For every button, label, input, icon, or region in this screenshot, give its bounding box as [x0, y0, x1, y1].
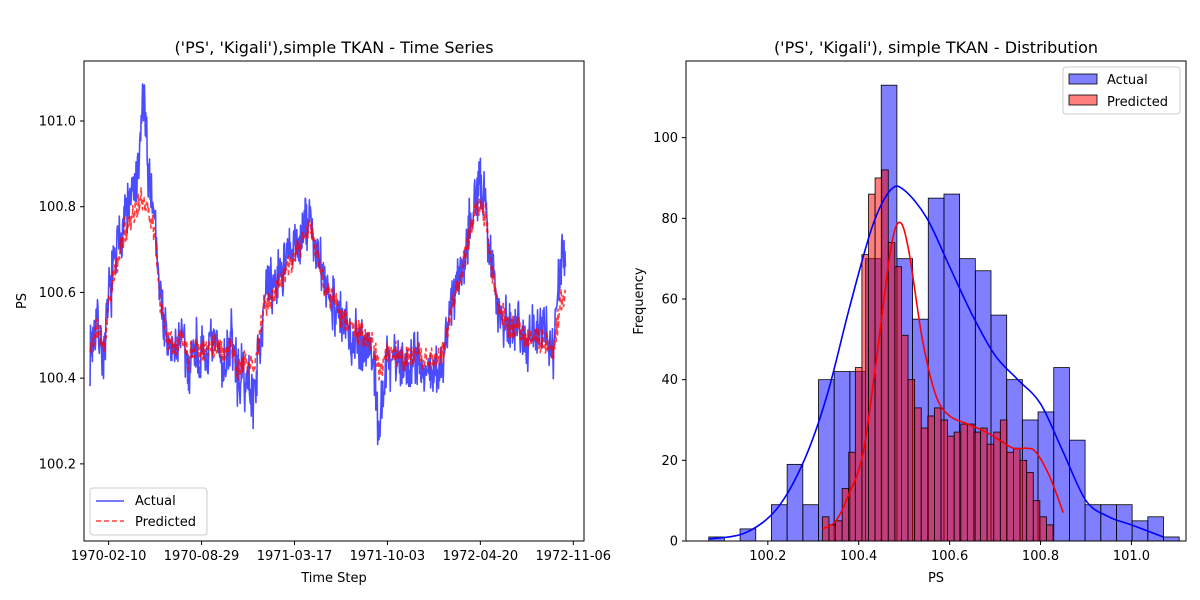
x-tick-label: 1971-03-17 [257, 549, 333, 564]
predicted-bar [947, 435, 955, 542]
time-series-y-ticks: 100.2 100.4 100.6 100.8 101.0 [39, 115, 84, 472]
predicted-bar [1006, 451, 1014, 542]
actual-bar [1100, 504, 1117, 542]
predicted-bar [1026, 472, 1034, 542]
distribution-y-label: Frequency [632, 267, 647, 334]
time-series-axes-frame [83, 60, 585, 542]
x-tick-label: 1970-08-29 [164, 549, 240, 564]
predicted-bar [920, 427, 929, 542]
predicted-bar [973, 431, 981, 542]
time-series-panel: ('PS', 'Kigali'),simple TKAN - Time Seri… [15, 38, 611, 586]
distribution-x-label: PS [928, 571, 944, 586]
predicted-bar [887, 242, 896, 542]
predicted-bar [993, 431, 1001, 542]
time-series-x-ticks: 1970-02-10 1970-08-29 1971-03-17 1971-10-03… [71, 541, 611, 564]
predicted-bar [980, 427, 988, 542]
y-tick-label: 100 [653, 131, 678, 146]
actual-bar [802, 504, 819, 542]
predicted-bar [894, 266, 902, 542]
predicted-bar [940, 419, 948, 542]
legend-actual-patch [1068, 73, 1098, 85]
actual-bar [1084, 504, 1102, 542]
predicted-bar [1046, 524, 1054, 542]
predicted-bar [868, 193, 876, 542]
predicted-bar [907, 379, 916, 542]
distribution-title: ('PS', 'Kigali'), simple TKAN - Distribu… [774, 38, 1098, 57]
predicted-bar [861, 254, 869, 542]
predicted-bar [953, 431, 962, 542]
predicted-bar [854, 367, 863, 542]
legend-predicted-patch [1068, 94, 1098, 106]
x-tick-label: 1972-11-06 [536, 549, 612, 564]
actual-bar [1069, 439, 1086, 542]
actual-kde-curve [708, 185, 1164, 540]
y-tick-label: 60 [661, 292, 678, 307]
x-tick-label: 100.6 [931, 549, 968, 564]
predicted-bar [881, 169, 889, 542]
distribution-axes-frame [685, 60, 1187, 542]
legend-predicted-label: Predicted [135, 515, 196, 530]
predicted-bar [1032, 500, 1041, 542]
predicted-bar [828, 524, 836, 542]
legend-predicted-label: Predicted [1107, 95, 1168, 110]
y-tick-label: 101.0 [39, 115, 76, 130]
time-series-plot-area [89, 83, 567, 446]
actual-bar [1163, 536, 1180, 542]
predicted-bar [1019, 459, 1028, 542]
time-series-legend-box [89, 487, 208, 536]
actual-bar [771, 504, 788, 542]
time-series-legend: Actual Predicted [89, 487, 208, 536]
y-tick-label: 40 [661, 373, 678, 388]
predicted-bar [848, 451, 856, 542]
predicted-bar [901, 334, 909, 542]
x-tick-label: 1971-10-03 [350, 549, 426, 564]
x-tick-label: 101.0 [1113, 549, 1150, 564]
actual-bar [739, 528, 757, 542]
predicted-bar [999, 419, 1008, 542]
actual-bar [786, 463, 804, 542]
predicted-bar [927, 415, 935, 542]
time-series-x-label: Time Step [300, 571, 367, 586]
distribution-panel: ('PS', 'Kigali'), simple TKAN - Distribu… [632, 38, 1187, 586]
distribution-plot-area [708, 84, 1180, 542]
predicted-bar [835, 520, 843, 542]
actual-bar [1053, 367, 1070, 542]
actual-series-line [89, 83, 567, 446]
x-tick-label: 1970-02-10 [71, 549, 147, 564]
legend-actual-label: Actual [135, 494, 176, 509]
y-tick-label: 80 [661, 212, 678, 227]
y-tick-label: 100.6 [39, 286, 76, 301]
predicted-bar [960, 423, 968, 542]
predicted-bar [966, 423, 975, 542]
predicted-kde-curve [821, 221, 1065, 530]
predicted-bar [1013, 447, 1021, 542]
time-series-title: ('PS', 'Kigali'),simple TKAN - Time Seri… [174, 38, 493, 57]
legend-actual-label: Actual [1107, 73, 1148, 88]
y-tick-label: 20 [661, 454, 678, 469]
y-tick-label: 100.2 [39, 457, 76, 472]
predicted-bar [986, 443, 995, 542]
actual-bar [1147, 516, 1164, 542]
time-series-y-label: PS [15, 293, 30, 309]
predicted-bar [1039, 516, 1047, 542]
predicted-bar [934, 407, 942, 542]
predicted-series-line [89, 187, 567, 381]
distribution-y-ticks: 0 20 40 60 80 100 [653, 131, 686, 550]
y-tick-label: 0 [670, 535, 678, 550]
x-tick-label: 1972-04-20 [443, 549, 519, 564]
predicted-bar [914, 407, 922, 542]
x-tick-label: 100.8 [1022, 549, 1059, 564]
y-tick-label: 100.8 [39, 200, 76, 215]
distribution-legend: Actual Predicted [1062, 66, 1181, 115]
y-tick-label: 100.4 [39, 372, 76, 387]
x-tick-label: 100.4 [840, 549, 877, 564]
x-tick-label: 100.2 [749, 549, 786, 564]
distribution-x-ticks: 100.2 100.4 100.6 100.8 101.0 [749, 541, 1150, 564]
